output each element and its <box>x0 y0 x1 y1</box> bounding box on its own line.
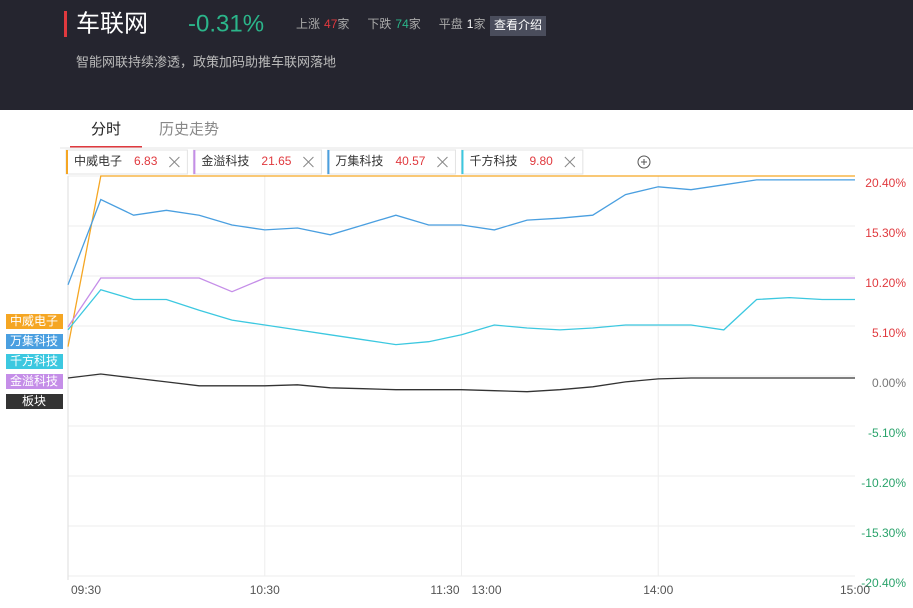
side-label: 万集科技 <box>10 333 58 348</box>
x-tick-label: 10:30 <box>250 583 280 597</box>
side-label-bg <box>6 374 63 389</box>
stat-count: 74 <box>395 17 409 31</box>
y-tick-label: 10.20% <box>865 276 906 290</box>
stat-label: 下跌 <box>367 16 391 31</box>
tab-underline <box>70 146 142 148</box>
y-tick-label: -20.40% <box>861 576 906 590</box>
series-line <box>67 373 855 393</box>
legend-chip[interactable]: 万集科技 40.57 <box>326 149 456 175</box>
tab[interactable]: 分时 <box>91 121 121 138</box>
stat-label: 平盘 <box>439 16 463 31</box>
series-line <box>67 288 855 346</box>
subtitle: 智能网联持续渗透，政策加码助推车联网落地 <box>76 54 336 69</box>
intro-button-label[interactable]: 查看介绍 <box>494 18 542 32</box>
side-label-bg <box>6 334 63 349</box>
chip-price: 21.65 <box>261 154 291 168</box>
chip-close <box>169 156 180 168</box>
stat-count: 1 <box>467 17 474 31</box>
side-label: 中威电子 <box>10 313 58 328</box>
x-tick-label: 15:00 <box>840 583 870 597</box>
y-tick-label: -15.30% <box>861 526 906 540</box>
title: 车联网 <box>76 10 148 37</box>
side-label-bg <box>6 354 63 369</box>
y-tick-label: -5.10% <box>868 426 906 440</box>
y-tick-label: -10.20% <box>861 476 906 490</box>
y-tick-label: 0.00% <box>872 376 906 390</box>
y-tick-label: 5.10% <box>872 326 906 340</box>
stat-unit: 家 <box>409 16 421 31</box>
series-line <box>67 277 855 328</box>
x-tick-label: 13:00 <box>472 583 502 597</box>
chip-name: 千方科技 <box>469 153 517 168</box>
side-label-bg <box>6 394 63 409</box>
title-bar <box>64 11 67 37</box>
chip-bg <box>460 149 584 175</box>
chip-color <box>66 150 68 174</box>
y-tick-label: 15.30% <box>865 226 906 240</box>
add-icon <box>641 159 647 165</box>
series-line <box>67 175 855 347</box>
stat-count: 47 <box>324 17 338 31</box>
chip-price: 9.80 <box>529 154 553 168</box>
chip-bg <box>192 149 322 175</box>
chip-color <box>193 150 196 174</box>
tab[interactable]: 历史走势 <box>159 121 219 138</box>
side-label-bg <box>6 314 63 329</box>
chip-price: 6.83 <box>134 154 158 168</box>
x-tick-label: 09:30 <box>71 583 101 597</box>
chip-close <box>437 156 448 168</box>
chip-color <box>461 150 464 174</box>
change: -0.31% <box>188 10 264 37</box>
legend-chip[interactable]: 中威电子 6.83 <box>65 149 188 175</box>
chip-price: 40.57 <box>395 154 425 168</box>
legend-chip[interactable]: 金溢科技 21.65 <box>192 149 322 175</box>
chip-name: 中威电子 <box>74 153 122 168</box>
legend-chip[interactable]: 千方科技 9.80 <box>460 149 584 175</box>
side-label: 金溢科技 <box>10 373 58 388</box>
side-label: 千方科技 <box>10 353 58 368</box>
chip-name: 万集科技 <box>335 153 383 168</box>
chip-bg <box>65 149 188 175</box>
header-bg <box>0 0 913 110</box>
y-tick-label: 20.40% <box>865 176 906 190</box>
chip-close <box>564 156 576 168</box>
stat-label: 上涨 <box>296 16 320 31</box>
chip-color <box>327 150 330 174</box>
series-line <box>67 179 855 286</box>
intro-button[interactable] <box>490 16 546 36</box>
side-label: 板块 <box>22 394 46 408</box>
chip-close <box>303 156 314 168</box>
chip-bg <box>326 149 456 175</box>
x-tick-label: 14:00 <box>643 583 673 597</box>
x-tick-label: 11:30 <box>430 583 459 597</box>
stat-unit: 家 <box>473 16 485 31</box>
stat-unit: 家 <box>337 16 349 31</box>
add-button[interactable] <box>637 155 651 169</box>
chip-name: 金溢科技 <box>201 153 249 168</box>
